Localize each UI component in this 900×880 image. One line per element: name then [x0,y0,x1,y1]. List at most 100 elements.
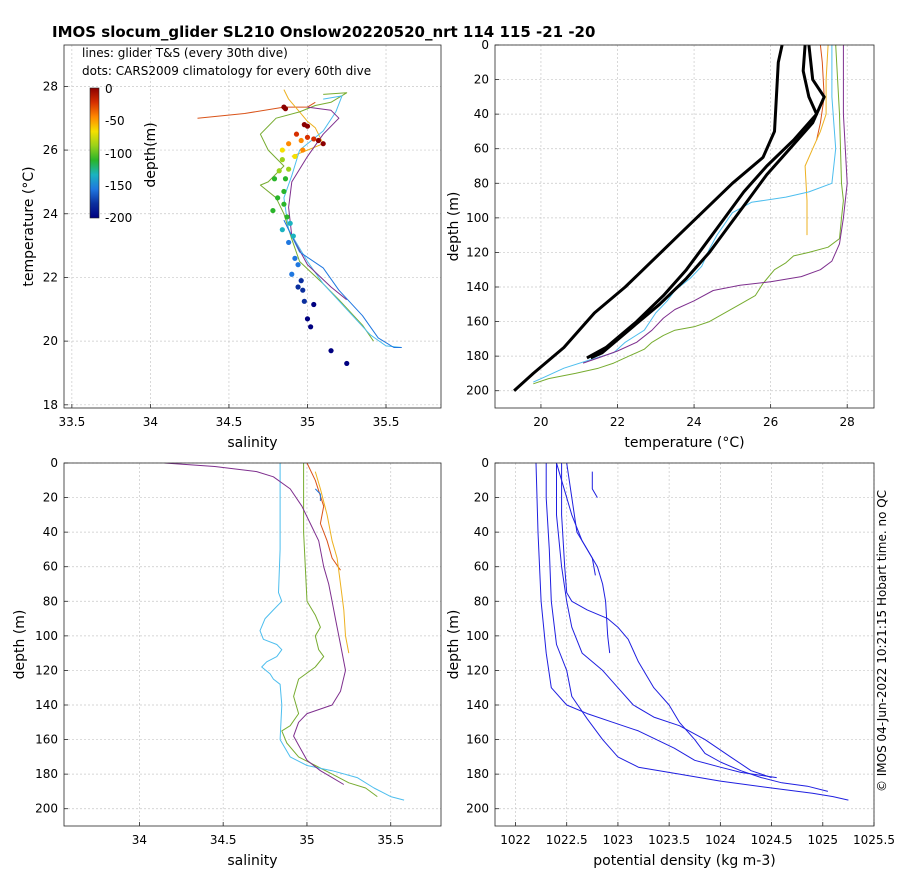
dens-ytick-label-2: 40 [474,525,489,539]
sal-ytick-label-8: 160 [35,733,58,747]
dens-series-4-line [556,463,596,576]
colorbar-tick-1: -50 [105,114,125,128]
sal-series-5-line [314,488,321,501]
ts-climatology-dot-21 [281,201,287,207]
sal-xtick-label-1: 34.5 [210,833,237,847]
ts-ytick-label-0: 18 [43,398,58,412]
ts-climatology-dot-39 [344,360,350,367]
dens-ytick-label-7: 140 [466,698,489,712]
sal-xtick-label-2: 35 [299,833,314,847]
temp-ytick-label-9: 180 [466,349,489,363]
dens-ytick-label-10: 200 [466,802,489,816]
dens-series-2-line [545,463,849,801]
dens-ytick-label-4: 80 [474,594,489,608]
sal-ytick-label-4: 80 [43,594,58,608]
temp-series-1-line [804,45,829,236]
temp-plot-area [513,45,848,392]
ts-climatology-dot-8 [293,131,300,137]
ts-climatology-dot-33 [300,287,306,293]
ts-climatology-dot-31 [298,278,304,284]
temp-ytick-label-8: 160 [466,315,489,329]
colorbar-strip [89,87,100,219]
sal-ytick-label-10: 200 [35,802,58,816]
sal-ytick-label-5: 100 [35,629,58,643]
ts-climatology-dot-6 [304,134,311,140]
ts-climatology-dot-29 [295,262,301,268]
sal-ytick-label-9: 180 [35,767,58,781]
dens-ytick-label-5: 100 [466,629,489,643]
temp-ylabel: depth (m) [446,192,462,262]
ts-climatology-dot-19 [281,188,287,195]
sal-series-0-line [306,463,341,571]
footer-timestamp: © IMOS 04-Jun-2022 10:21:15 Hobart time.… [875,490,889,792]
depth-colorbar: 0 -50 -100 -150 -200 depth(m) [89,82,159,225]
ts-xtick-label-1: 34 [143,415,158,429]
ts-xtick-label-2: 34.5 [216,415,243,429]
ts-climatology-dot-5 [320,141,326,147]
colorbar-tick-0: 0 [105,82,113,96]
dens-ytick-label-0: 0 [481,456,489,470]
ts-climatology-dot-36 [304,316,311,322]
temp-series-5-line [586,45,819,360]
ts-climatology-dot-32 [295,284,301,290]
dens-ytick-label-8: 160 [466,733,489,747]
dens-ytick-label-9: 180 [466,767,489,781]
ts-climatology-dot-38 [328,348,334,354]
ts-ytick-label-2: 22 [43,270,58,284]
temp-ytick-label-1: 20 [474,73,489,87]
sal-ytick-label-2: 40 [43,525,58,539]
ts-climatology-dot-7 [311,136,317,142]
temp-ytick-label-6: 120 [466,245,489,259]
dens-axes-frame [494,462,875,827]
temp-series-7-line [513,45,784,392]
dens-xlabel: potential density (kg m-3) [593,853,775,869]
ts-climatology-dot-35 [311,301,317,308]
colorbar-tick-4: -200 [105,211,132,225]
ts-climatology-dot-25 [279,227,285,233]
temp-ytick-label-0: 0 [481,38,489,52]
dens-series-3-line [566,463,611,654]
ts-climatology-dot-34 [301,298,307,304]
salinity-profile-panel: 34 34.5 35 35.5 0 20 40 60 80 100 120 140 160 180 200 s… [12,456,442,869]
dens-ytick-label-1: 20 [474,491,489,505]
dens-series-6-line [535,463,777,779]
sal-series-1-line [314,471,350,654]
ts-climatology-dot-23 [284,214,290,220]
sal-ytick-label-3: 60 [43,560,58,574]
dens-xtick-label-2: 1023 [603,833,634,847]
ts-ytick-label-4: 26 [43,143,58,157]
ts-climatology-dot-4 [315,137,322,144]
dens-xtick-label-5: 1024.5 [751,833,793,847]
dens-xtick-label-4: 1024 [705,833,736,847]
ts-diagram-panel: 33.5 34 34.5 35 35.5 18 20 22 24 26 28 salinity temp… [21,44,442,451]
ts-climatology-dot-30 [289,271,295,277]
temp-xtick-label-0: 20 [533,415,548,429]
ts-series-1-line [283,89,324,157]
sal-xlabel: salinity [227,853,277,869]
ts-xlabel: salinity [227,435,277,451]
sal-xtick-label-0: 34 [132,833,147,847]
ts-climatology-dot-3 [304,123,311,129]
temp-ytick-label-7: 140 [466,280,489,294]
ts-ytick-label-5: 28 [43,79,58,93]
colorbar-tick-2: -100 [105,147,132,161]
ts-climatology-dot-13 [292,153,298,160]
sal-ytick-label-7: 140 [35,698,58,712]
ts-series-5-line [283,219,402,348]
dens-xtick-label-3: 1023.5 [648,833,690,847]
ts-climatology-dot-17 [282,176,289,182]
temp-ytick-label-10: 200 [466,384,489,398]
ts-climatology-dot-12 [279,147,285,153]
ts-plot-area [197,89,402,367]
ts-ytick-label-3: 24 [43,207,58,221]
ts-climatology-dot-9 [298,137,304,144]
ts-climatology-dot-10 [286,141,292,147]
dens-ytick-label-6: 120 [466,663,489,677]
legend-dots-note: dots: CARS2009 climatology for every 60t… [82,64,371,78]
ts-climatology-dot-27 [286,239,292,246]
dens-xtick-label-0: 1022 [500,833,531,847]
sal-ytick-label-6: 120 [35,663,58,677]
dens-plot-area [535,463,849,801]
sal-plot-area [164,463,405,801]
ts-ytick-label-1: 20 [43,334,58,348]
